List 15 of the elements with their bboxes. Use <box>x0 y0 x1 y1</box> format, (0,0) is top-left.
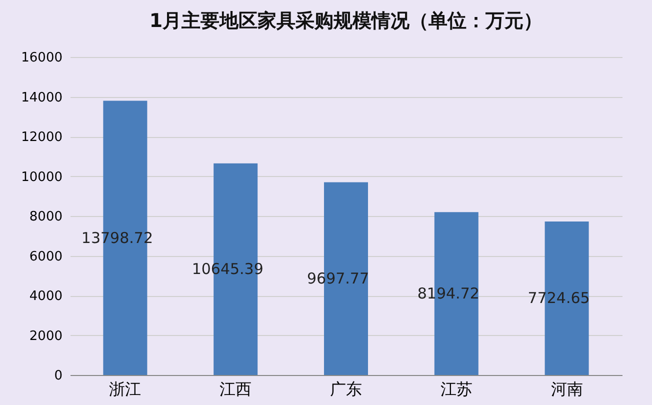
x-tick-label: 浙江 <box>109 380 142 398</box>
x-tick-label: 广东 <box>330 380 362 398</box>
y-tick-label: 4000 <box>29 289 62 304</box>
chart-title: 1月主要地区家具采购规模情况（单位：万元） <box>149 10 543 32</box>
y-tick-label: 0 <box>54 368 62 384</box>
y-tick-label: 6000 <box>29 249 62 264</box>
x-tick-label: 江西 <box>220 380 252 398</box>
y-tick-label: 14000 <box>21 90 62 106</box>
x-tick-label: 江苏 <box>440 380 472 398</box>
y-tick-label: 12000 <box>21 130 62 145</box>
y-tick-label: 8000 <box>29 210 62 224</box>
x-tick-label: 河南 <box>550 380 583 398</box>
y-tick-label: 2000 <box>29 328 62 344</box>
y-tick-label: 16000 <box>21 50 62 66</box>
y-tick-label: 10000 <box>21 170 62 185</box>
